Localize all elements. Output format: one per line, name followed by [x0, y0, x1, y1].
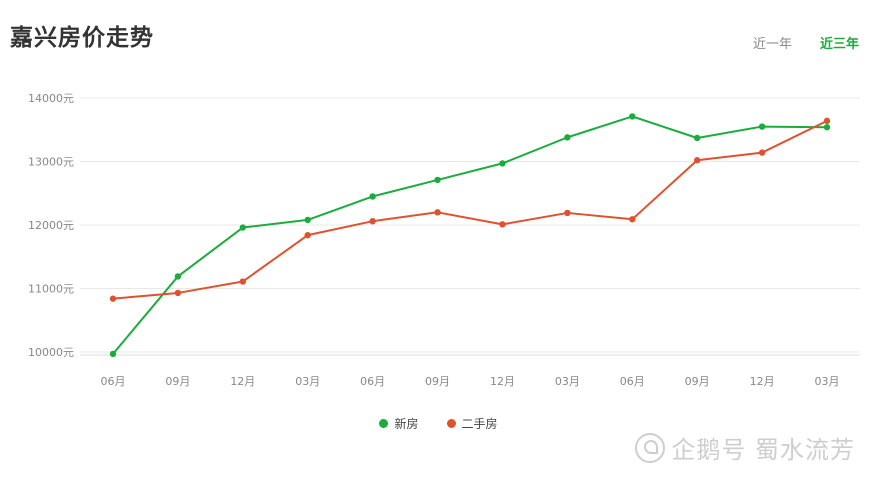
new-house-data-point: [304, 216, 311, 224]
y-tick-label: 13000元: [28, 156, 74, 169]
new-house-data-point: [369, 193, 376, 200]
second-hand-house-data-point: [499, 221, 506, 228]
second-hand-house-data-point: [693, 157, 701, 164]
y-tick-label: 14000元: [28, 92, 74, 105]
x-tick-label: 12月: [750, 375, 775, 388]
legend-item-new-house[interactable]: 新房: [379, 415, 419, 432]
x-tick-label: 09月: [165, 375, 190, 388]
price-trend-chart: 14000元 13000元 12000元 11000元 10000元 06月 09月 12月 0…: [28, 92, 860, 388]
second-hand-house-data-point: [239, 278, 247, 285]
legend-label-second-hand-house: 二手房: [461, 417, 498, 431]
x-tick-label: 06月: [620, 375, 645, 388]
legend-label-new-house: 新房: [394, 417, 419, 431]
second-hand-house-data-point: [109, 295, 117, 302]
x-tick-label: 09月: [425, 375, 450, 388]
tab-three-years[interactable]: 近三年: [819, 37, 859, 52]
new-house-data-point: [693, 134, 701, 142]
x-tick-label: 06月: [360, 375, 385, 388]
new-house-data-point: [823, 124, 831, 131]
second-hand-house-data-point: [758, 149, 766, 156]
range-tabs: 近一年 近三年: [753, 33, 859, 52]
y-tick-label: 10000元: [28, 346, 74, 359]
new-house-series-line: [112, 115, 828, 355]
watermark: 企鹅号 蜀水流芳: [635, 430, 855, 465]
second-hand-house-data-point: [564, 209, 571, 217]
chart-legend: 新房 二手房: [0, 415, 877, 432]
x-tick-label: 03月: [815, 375, 840, 388]
x-tick-label: 03月: [555, 375, 580, 388]
new-house-data-point: [109, 350, 117, 358]
y-tick-label: 12000元: [28, 219, 74, 232]
new-house-data-point: [434, 176, 441, 184]
new-house-data-point: [499, 160, 506, 167]
second-hand-house-series-line: [112, 119, 828, 300]
x-tick-label: 12月: [490, 375, 515, 388]
x-tick-label: 06月: [101, 375, 126, 388]
legend-item-second-hand-house[interactable]: 二手房: [446, 415, 498, 432]
new-house-legend-icon: [379, 419, 389, 428]
second-hand-house-data-point: [629, 216, 636, 223]
second-hand-house-data-point: [174, 289, 182, 297]
new-house-data-point: [629, 113, 636, 120]
second-hand-house-data-point: [434, 209, 441, 216]
x-tick-label: 03月: [295, 375, 320, 388]
new-house-data-point: [564, 134, 571, 141]
new-house-data-point: [758, 123, 766, 130]
x-tick-label: 09月: [685, 375, 710, 388]
second-hand-house-legend-icon: [446, 419, 456, 428]
watermark-text: 企鹅号 蜀水流芳: [671, 436, 855, 464]
tab-one-year[interactable]: 近一年: [752, 37, 792, 52]
second-hand-house-data-point: [369, 217, 376, 225]
x-tick-label: 12月: [230, 375, 255, 388]
page-title: 嘉兴房价走势: [10, 25, 154, 51]
penguin-logo-icon: [635, 432, 666, 463]
second-hand-house-data-point: [823, 117, 831, 125]
new-house-data-point: [239, 224, 247, 231]
y-tick-label: 11000元: [28, 283, 74, 296]
second-hand-house-data-point: [304, 231, 311, 239]
new-house-data-point: [174, 273, 182, 280]
